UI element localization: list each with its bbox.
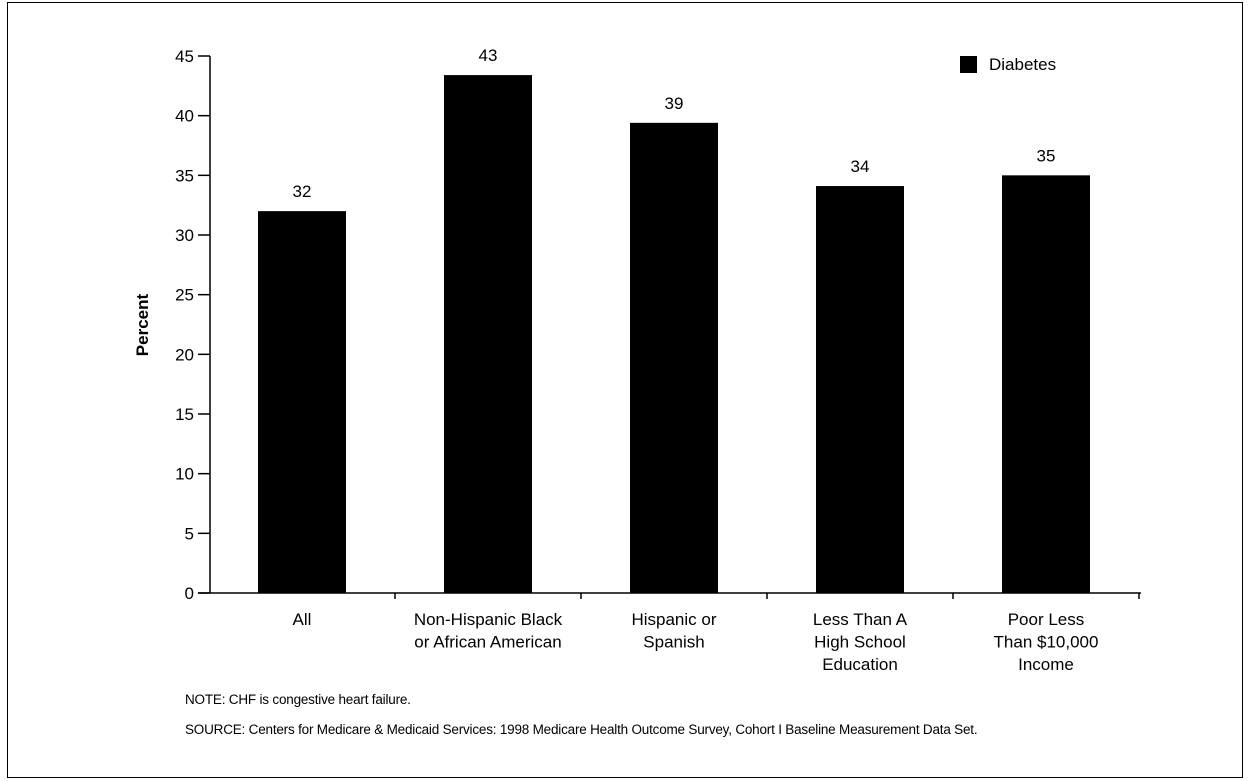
legend-swatch: [960, 56, 977, 73]
category-label: Spanish: [643, 633, 704, 652]
data-labels: 32 43 39 34 35: [293, 46, 1056, 201]
y-tick-label: 5: [185, 524, 194, 543]
bar: [444, 75, 532, 594]
bar: [816, 186, 904, 593]
y-tick-label: 0: [185, 584, 194, 603]
y-axis-label: Percent: [133, 293, 152, 356]
y-tick-label: 35: [175, 166, 194, 185]
y-tick-label: 20: [175, 345, 194, 364]
data-label: 35: [1037, 146, 1056, 165]
y-tick-label: 10: [175, 465, 194, 484]
category-label: Income: [1018, 655, 1074, 674]
data-label: 39: [665, 94, 684, 113]
category-label: Hispanic or: [631, 610, 716, 629]
category-label: Non-Hispanic Black: [414, 610, 563, 629]
category-label: or African American: [414, 633, 561, 652]
bar: [630, 122, 718, 594]
category-label: Less Than A: [813, 610, 908, 629]
category-label: All: [293, 610, 312, 629]
category-label: High School: [814, 633, 906, 652]
category-label: Poor Less: [1008, 610, 1085, 629]
y-tick-label: 25: [175, 286, 194, 305]
data-label: 43: [479, 46, 498, 65]
data-label: 34: [851, 157, 870, 176]
y-tick-label: 40: [175, 107, 194, 126]
category-label: Education: [822, 655, 898, 674]
category-label: Than $10,000: [994, 633, 1099, 652]
data-label: 32: [293, 182, 312, 201]
y-tick-label: 15: [175, 405, 194, 424]
bar: [1002, 175, 1090, 594]
note-text: NOTE: CHF is congestive heart failure.: [185, 692, 411, 707]
chart-frame: [7, 2, 1243, 778]
legend: Diabetes: [960, 55, 1056, 74]
y-tick-label: 30: [175, 226, 194, 245]
bars: [258, 75, 1090, 594]
source-text: SOURCE: Centers for Medicare & Medicaid …: [185, 722, 978, 737]
legend-label: Diabetes: [989, 55, 1056, 74]
category-labels: All Non-Hispanic Black or African American…: [293, 610, 1099, 674]
bar: [258, 211, 346, 593]
y-axis: 0 5 10 15 20 25 30 35 40 45: [175, 47, 1141, 603]
y-tick-label: 45: [175, 47, 194, 66]
